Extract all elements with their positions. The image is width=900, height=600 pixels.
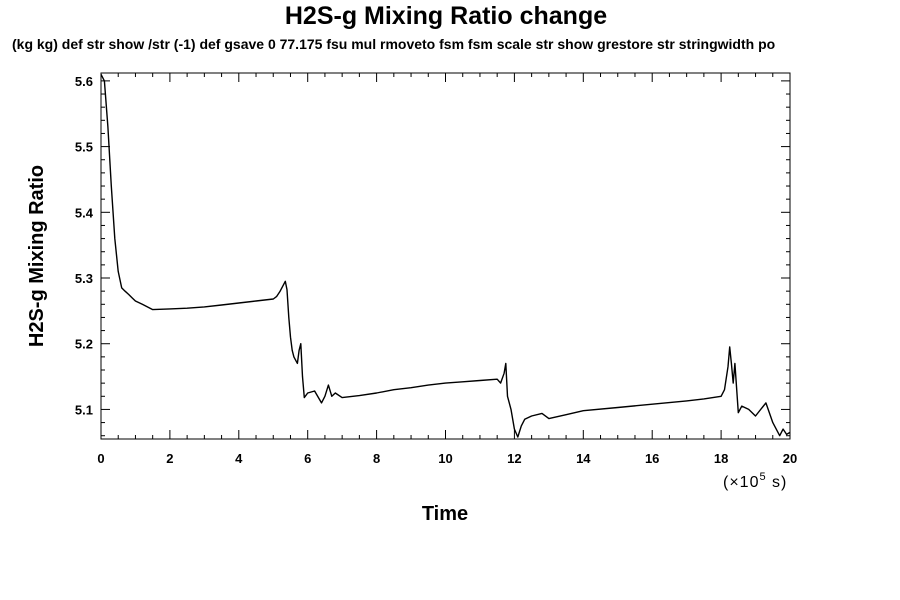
y-axis-label: H2S-g Mixing Ratio [26, 165, 48, 347]
y-tick-label: 5.4 [75, 205, 94, 220]
x-tick-label: 2 [166, 451, 173, 466]
x-tick-label: 10 [438, 451, 452, 466]
series-line [100, 73, 791, 438]
y-tick-labels: 5.1 5.2 5.3 5.4 5.5 5.6 [75, 74, 94, 418]
x-tick-label: 20 [783, 451, 797, 466]
x-tick-labels: 0 2 4 6 8 10 12 14 16 18 20 [97, 451, 797, 466]
x-tick-label: 18 [714, 451, 728, 466]
x-tick-label: 12 [507, 451, 521, 466]
x-tick-label: 6 [304, 451, 311, 466]
y-tick-label: 5.5 [75, 140, 93, 155]
y-tick-label: 5.6 [75, 74, 93, 89]
x-ticks [100, 73, 791, 439]
x-axis-label: Time [422, 503, 468, 525]
plot-frame [100, 72, 791, 440]
y-tick-label: 5.1 [75, 402, 93, 417]
y-tick-label: 5.2 [75, 337, 93, 352]
x-axis-unit: (×105 s) [723, 471, 787, 491]
x-tick-label: 8 [373, 451, 380, 466]
chart-subtitle: (kg kg) def str show /str (-1) def gsave… [12, 36, 775, 52]
y-tick-label: 5.3 [75, 271, 93, 286]
x-axis-unit-exponent: 5 [759, 471, 766, 483]
x-tick-label: 4 [235, 451, 243, 466]
x-tick-label: 14 [576, 451, 591, 466]
y-ticks [101, 80, 790, 437]
chart-title: H2S-g Mixing Ratio change [285, 2, 607, 30]
x-tick-label: 16 [645, 451, 659, 466]
x-tick-label: 0 [97, 451, 104, 466]
